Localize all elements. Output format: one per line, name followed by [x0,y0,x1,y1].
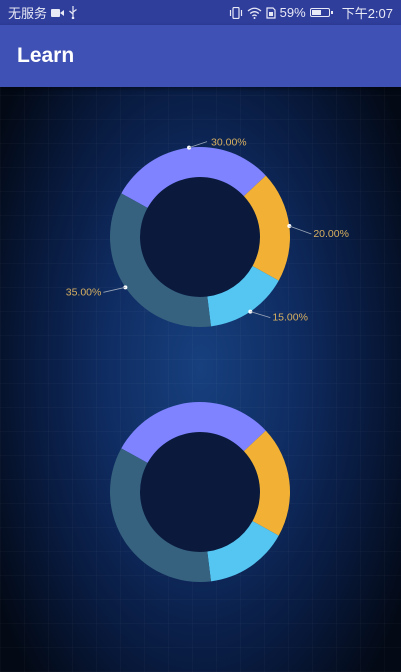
app-title: Learn [17,44,75,67]
video-camera-icon [51,6,65,20]
label-leader-line [188,141,208,149]
slice-label-4: 35.00% [66,285,128,298]
donut-slice-4[interactable] [109,448,211,582]
slice-label-2: 20.00% [287,224,349,240]
carrier-text: 无服务 [8,6,48,21]
slice-label-text: 15.00% [272,312,308,324]
slice-label-text: 35.00% [66,286,102,298]
sim-icon [266,6,276,20]
donut-slice-1[interactable] [121,146,266,208]
status-left: 无服务 [8,3,78,22]
label-leader-line [103,286,126,293]
donut-slice-2[interactable] [243,430,290,536]
donut-hole [140,177,260,297]
vibrate-icon [229,6,243,20]
status-right: 59% 下午2:07 [229,3,393,22]
donut-hole [140,432,260,552]
clock-text: 下午2:07 [341,6,393,21]
donut-chart-1: 30.00% 20.00% 15.00% 35.00% [66,137,349,327]
battery-level [311,10,321,15]
usb-icon [68,6,78,20]
chart-area: 30.00% 20.00% 15.00% 35.00% [0,87,401,672]
slice-label-3: 15.00% [248,309,308,324]
slice-label-text: 30.00% [211,137,247,149]
wifi-icon [247,6,262,20]
donut-chart-2 [109,401,290,582]
battery-icon [309,6,333,20]
donut-charts-canvas: 30.00% 20.00% 15.00% 35.00% [66,137,349,582]
donut-slice-2[interactable] [243,175,291,281]
donut-slice-4[interactable] [110,193,211,327]
status-bar: 无服务 59% 下午2:07 [0,0,401,25]
label-leader-line [250,311,271,318]
donut-slice-3[interactable] [207,521,279,582]
slice-label-text: 20.00% [313,228,349,240]
donut-slice-3[interactable] [207,266,279,327]
app-bar: Learn [0,25,401,87]
slice-label-1: 30.00% [187,137,247,150]
battery-percent: 59% [279,5,306,20]
label-leader-line [289,225,312,235]
donut-slice-1[interactable] [121,401,266,463]
